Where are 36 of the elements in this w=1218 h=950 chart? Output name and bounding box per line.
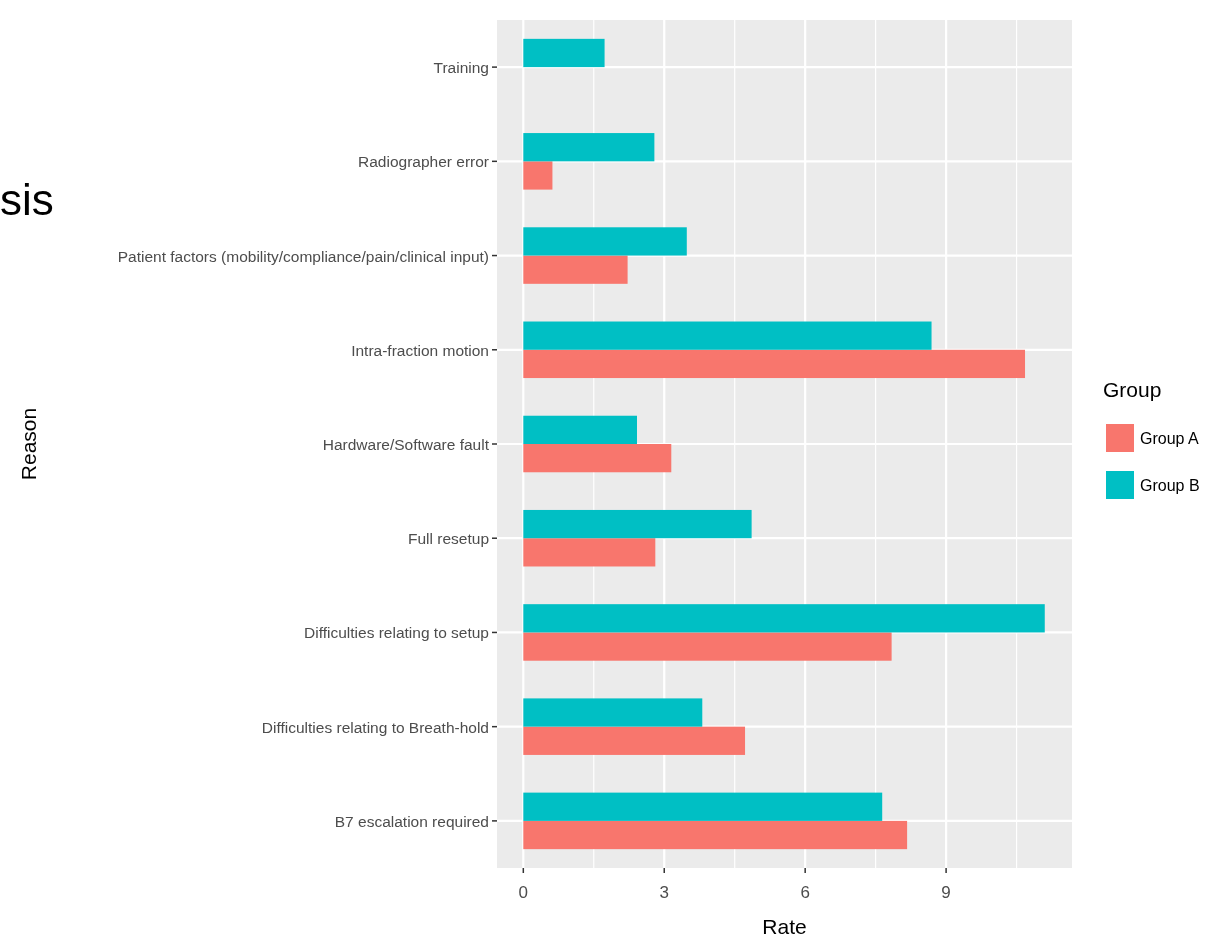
bar — [523, 792, 883, 821]
bar — [523, 698, 703, 727]
x-axis-title: Rate — [762, 915, 807, 938]
bar — [523, 509, 752, 539]
y-tick-label: Full resetup — [408, 530, 489, 548]
legend-title: Group — [1103, 378, 1162, 401]
y-tick-label: Intra-fraction motion — [351, 341, 489, 359]
bar — [523, 604, 1045, 633]
y-tick-label: Difficulties relating to setup — [304, 624, 489, 642]
y-axis-title: Reason — [17, 407, 40, 481]
x-tick-label: 3 — [659, 883, 669, 902]
y-tick-label: Difficulties relating to Breath-hold — [261, 718, 489, 736]
bar — [523, 444, 672, 473]
y-tick-label: Radiographer error — [358, 153, 489, 171]
text: sis — [0, 175, 54, 224]
bar — [523, 726, 746, 755]
bar — [523, 227, 687, 256]
y-tick-label: Training — [433, 59, 489, 77]
y-tick-label: Hardware/Software fault — [322, 436, 490, 453]
x-tick-label: 6 — [800, 883, 810, 902]
bar — [523, 415, 637, 444]
bar — [523, 632, 892, 661]
bar — [523, 538, 656, 567]
legend-label: Group B — [1140, 477, 1200, 494]
bar — [523, 255, 628, 284]
bar — [523, 820, 908, 850]
bar — [523, 161, 553, 190]
bar — [523, 38, 605, 68]
bar — [523, 349, 1026, 379]
y-tick-label: Patient factors (mobility/compliance/pain/clinical input) — [117, 247, 489, 265]
bar — [523, 321, 932, 350]
bar — [523, 133, 655, 162]
legend-label: Group A — [1140, 430, 1200, 447]
x-tick-label: 9 — [941, 883, 951, 902]
y-tick-label: B7 escalation required — [334, 812, 489, 830]
x-tick-label: 0 — [518, 883, 529, 902]
